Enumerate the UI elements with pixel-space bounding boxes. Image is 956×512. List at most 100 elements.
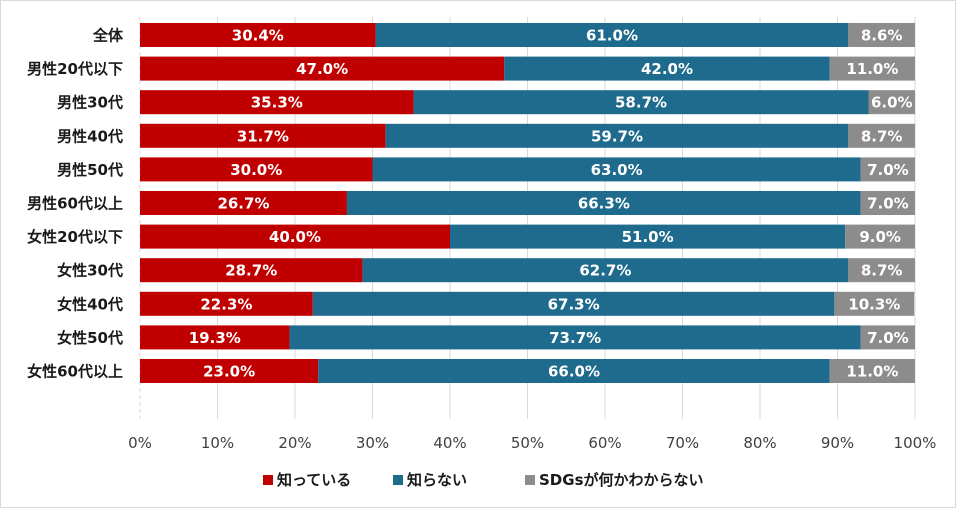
gridlines	[139, 17, 916, 419]
category-label: 女性20代以下	[27, 228, 123, 246]
data-label: 59.7%	[591, 127, 643, 145]
category-labels: 全体男性20代以下男性30代男性40代男性50代男性60代以上女性20代以下女性…	[27, 27, 124, 381]
bar-segment	[346, 191, 861, 215]
bar-segment	[845, 224, 915, 249]
bar-segment	[450, 224, 846, 249]
data-labels: 30.4% 61.0% 8.6% 47.0% 42.0% 11.0% 35.3% 58.7% 6…	[189, 27, 913, 381]
data-label: 28.7%	[225, 262, 277, 280]
x-tick-label: 50%	[511, 434, 544, 452]
category-label: 女性30代	[57, 262, 123, 280]
data-label: 67.3%	[548, 295, 600, 313]
data-label: 7.0%	[867, 195, 909, 213]
bar-segment	[140, 123, 386, 148]
bar-segment	[385, 123, 849, 148]
data-label: 8.7%	[861, 262, 903, 280]
data-label: 22.3%	[200, 295, 252, 313]
category-label: 全体	[92, 27, 124, 45]
x-tick-label: 60%	[588, 434, 621, 452]
bar-segment	[375, 23, 849, 47]
data-label: 30.0%	[230, 161, 282, 179]
data-label: 51.0%	[622, 228, 674, 246]
data-label: 11.0%	[846, 363, 898, 381]
data-label: 58.7%	[615, 94, 667, 112]
data-label: 11.0%	[846, 60, 898, 78]
data-label: 73.7%	[549, 329, 601, 347]
category-label: 男性30代	[57, 94, 123, 112]
data-label: 7.0%	[867, 161, 909, 179]
bar-segment	[140, 325, 290, 350]
data-label: 66.3%	[578, 195, 630, 213]
bar-segment	[829, 56, 915, 81]
bar-segment	[848, 123, 915, 148]
data-label: 42.0%	[641, 60, 693, 78]
category-label: 女性50代	[57, 329, 123, 347]
bar-segment	[140, 157, 373, 182]
legend-swatch	[393, 475, 403, 485]
data-label: 30.4%	[232, 27, 284, 45]
legend-swatch	[525, 475, 535, 485]
category-label: 男性20代以下	[27, 60, 123, 78]
bar-segment	[504, 56, 830, 81]
bars	[140, 23, 915, 383]
bar-segment	[289, 325, 861, 350]
data-label: 66.0%	[548, 363, 600, 381]
data-label: 9.0%	[859, 228, 901, 246]
data-label: 31.7%	[237, 127, 289, 145]
bar-segment	[140, 359, 319, 383]
legend: 知っている 知らない SDGsが何かわからない	[263, 471, 704, 489]
category-label: 女性60代以上	[27, 363, 123, 381]
bar-segment	[413, 90, 869, 115]
data-label: 35.3%	[251, 94, 303, 112]
bar-segment	[848, 258, 915, 283]
bar-segment	[318, 359, 830, 383]
x-tick-label: 70%	[666, 434, 699, 452]
data-label: 7.0%	[867, 329, 909, 347]
x-tick-label: 100%	[894, 434, 937, 452]
x-tick-labels: 0% 10% 20% 30% 40% 50% 60% 70% 80% 90% 100%	[128, 434, 936, 452]
data-label: 61.0%	[586, 27, 638, 45]
bar-segment	[848, 23, 915, 47]
bar-segment	[140, 90, 414, 115]
category-label: 女性40代	[57, 295, 123, 313]
category-label: 男性60代以上	[27, 195, 123, 213]
x-tick-label: 20%	[278, 434, 311, 452]
bar-segment	[829, 359, 915, 383]
category-label: 男性50代	[57, 161, 123, 179]
bar-segment	[140, 291, 313, 316]
bar-segment	[860, 157, 915, 182]
data-label: 8.6%	[861, 27, 903, 45]
data-label: 8.7%	[861, 127, 903, 145]
x-tick-label: 30%	[356, 434, 389, 452]
data-label: 6.0%	[871, 94, 913, 112]
bar-segment	[860, 191, 915, 215]
bar-segment	[834, 291, 915, 316]
data-label: 10.3%	[848, 295, 900, 313]
x-tick-label: 40%	[433, 434, 466, 452]
bar-segment	[140, 23, 376, 47]
bar-segment	[140, 191, 347, 215]
data-label: 62.7%	[579, 262, 631, 280]
bar-segment	[860, 325, 915, 350]
data-label: 47.0%	[296, 60, 348, 78]
x-tick-label: 90%	[821, 434, 854, 452]
bar-segment	[140, 56, 505, 81]
legend-swatch	[263, 475, 273, 485]
data-label: 26.7%	[217, 195, 269, 213]
data-label: 23.0%	[203, 363, 255, 381]
bar-segment	[362, 258, 849, 283]
legend-label: 知らない	[407, 471, 467, 489]
data-label: 19.3%	[189, 329, 241, 347]
category-label: 男性40代	[57, 127, 123, 145]
x-tick-label: 80%	[743, 434, 776, 452]
legend-label: SDGsが何かわからない	[539, 471, 704, 489]
bar-segment	[372, 157, 861, 182]
bar-segment	[140, 258, 363, 283]
data-label: 40.0%	[269, 228, 321, 246]
bar-segment	[868, 90, 915, 115]
x-tick-label: 10%	[201, 434, 234, 452]
data-label: 63.0%	[591, 161, 643, 179]
bar-segment	[312, 291, 835, 316]
legend-label: 知っている	[277, 471, 351, 489]
